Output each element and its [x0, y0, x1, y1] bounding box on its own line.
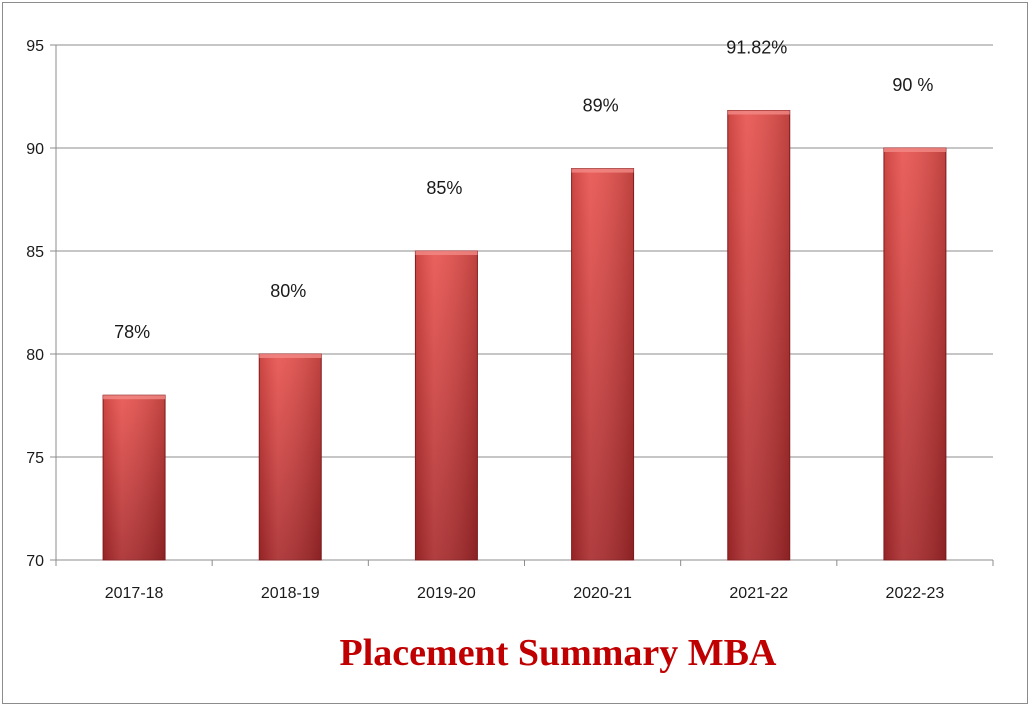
bar-sheen: [571, 168, 634, 560]
bar-top-bevel: [727, 110, 790, 115]
axes: [50, 44, 994, 566]
bar-2020-21: [571, 168, 635, 561]
x-tick-label: 2022-23: [886, 585, 945, 602]
bar-2018-19: [258, 353, 322, 561]
bar-sheen: [103, 395, 166, 560]
y-tick-label: 75: [26, 450, 44, 467]
gridlines: [56, 44, 993, 458]
bar-top-bevel: [415, 251, 478, 255]
bar-top-bevel: [259, 354, 322, 358]
data-label: 80%: [270, 281, 306, 301]
bars: [102, 110, 947, 561]
data-label: 89%: [583, 96, 619, 116]
bar-sheen: [415, 251, 478, 560]
x-tick-labels: 2017-18 2018-19 2019-20 2020-21 2021-22 2022-…: [105, 585, 945, 602]
bar-top-bevel: [883, 148, 946, 152]
y-tick-label: 85: [26, 244, 44, 261]
y-tick-label: 80: [26, 347, 44, 364]
bar-top-bevel: [103, 395, 166, 400]
x-tick-label: 2017-18: [105, 585, 164, 602]
data-labels: 78% 80% 85% 89% 91.82% 90 %: [114, 38, 933, 343]
x-tick-label: 2019-20: [417, 585, 476, 602]
y-tick-label: 90: [26, 141, 44, 158]
bar-2019-20: [414, 250, 478, 561]
data-label: 91.82%: [726, 38, 787, 58]
x-tick-label: 2021-22: [729, 585, 788, 602]
bar-sheen: [727, 110, 790, 561]
bar-sheen: [883, 148, 946, 560]
chart-title: Placement Summary MBA: [340, 632, 777, 674]
y-tick-labels: 70 75 80 85 90 95: [26, 38, 44, 570]
bar-2022-23: [883, 147, 947, 561]
y-tick-label: 95: [26, 38, 44, 55]
data-label: 90 %: [892, 75, 933, 95]
x-tick-label: 2020-21: [573, 585, 632, 602]
bar-2021-22: [727, 110, 791, 561]
data-label: 85%: [426, 178, 462, 198]
x-tick-label: 2018-19: [261, 585, 320, 602]
bar-2017-18: [102, 394, 166, 561]
bar-top-bevel: [571, 168, 634, 173]
data-label: 78%: [114, 322, 150, 342]
bar-sheen: [259, 354, 322, 560]
y-tick-label: 70: [26, 553, 44, 570]
